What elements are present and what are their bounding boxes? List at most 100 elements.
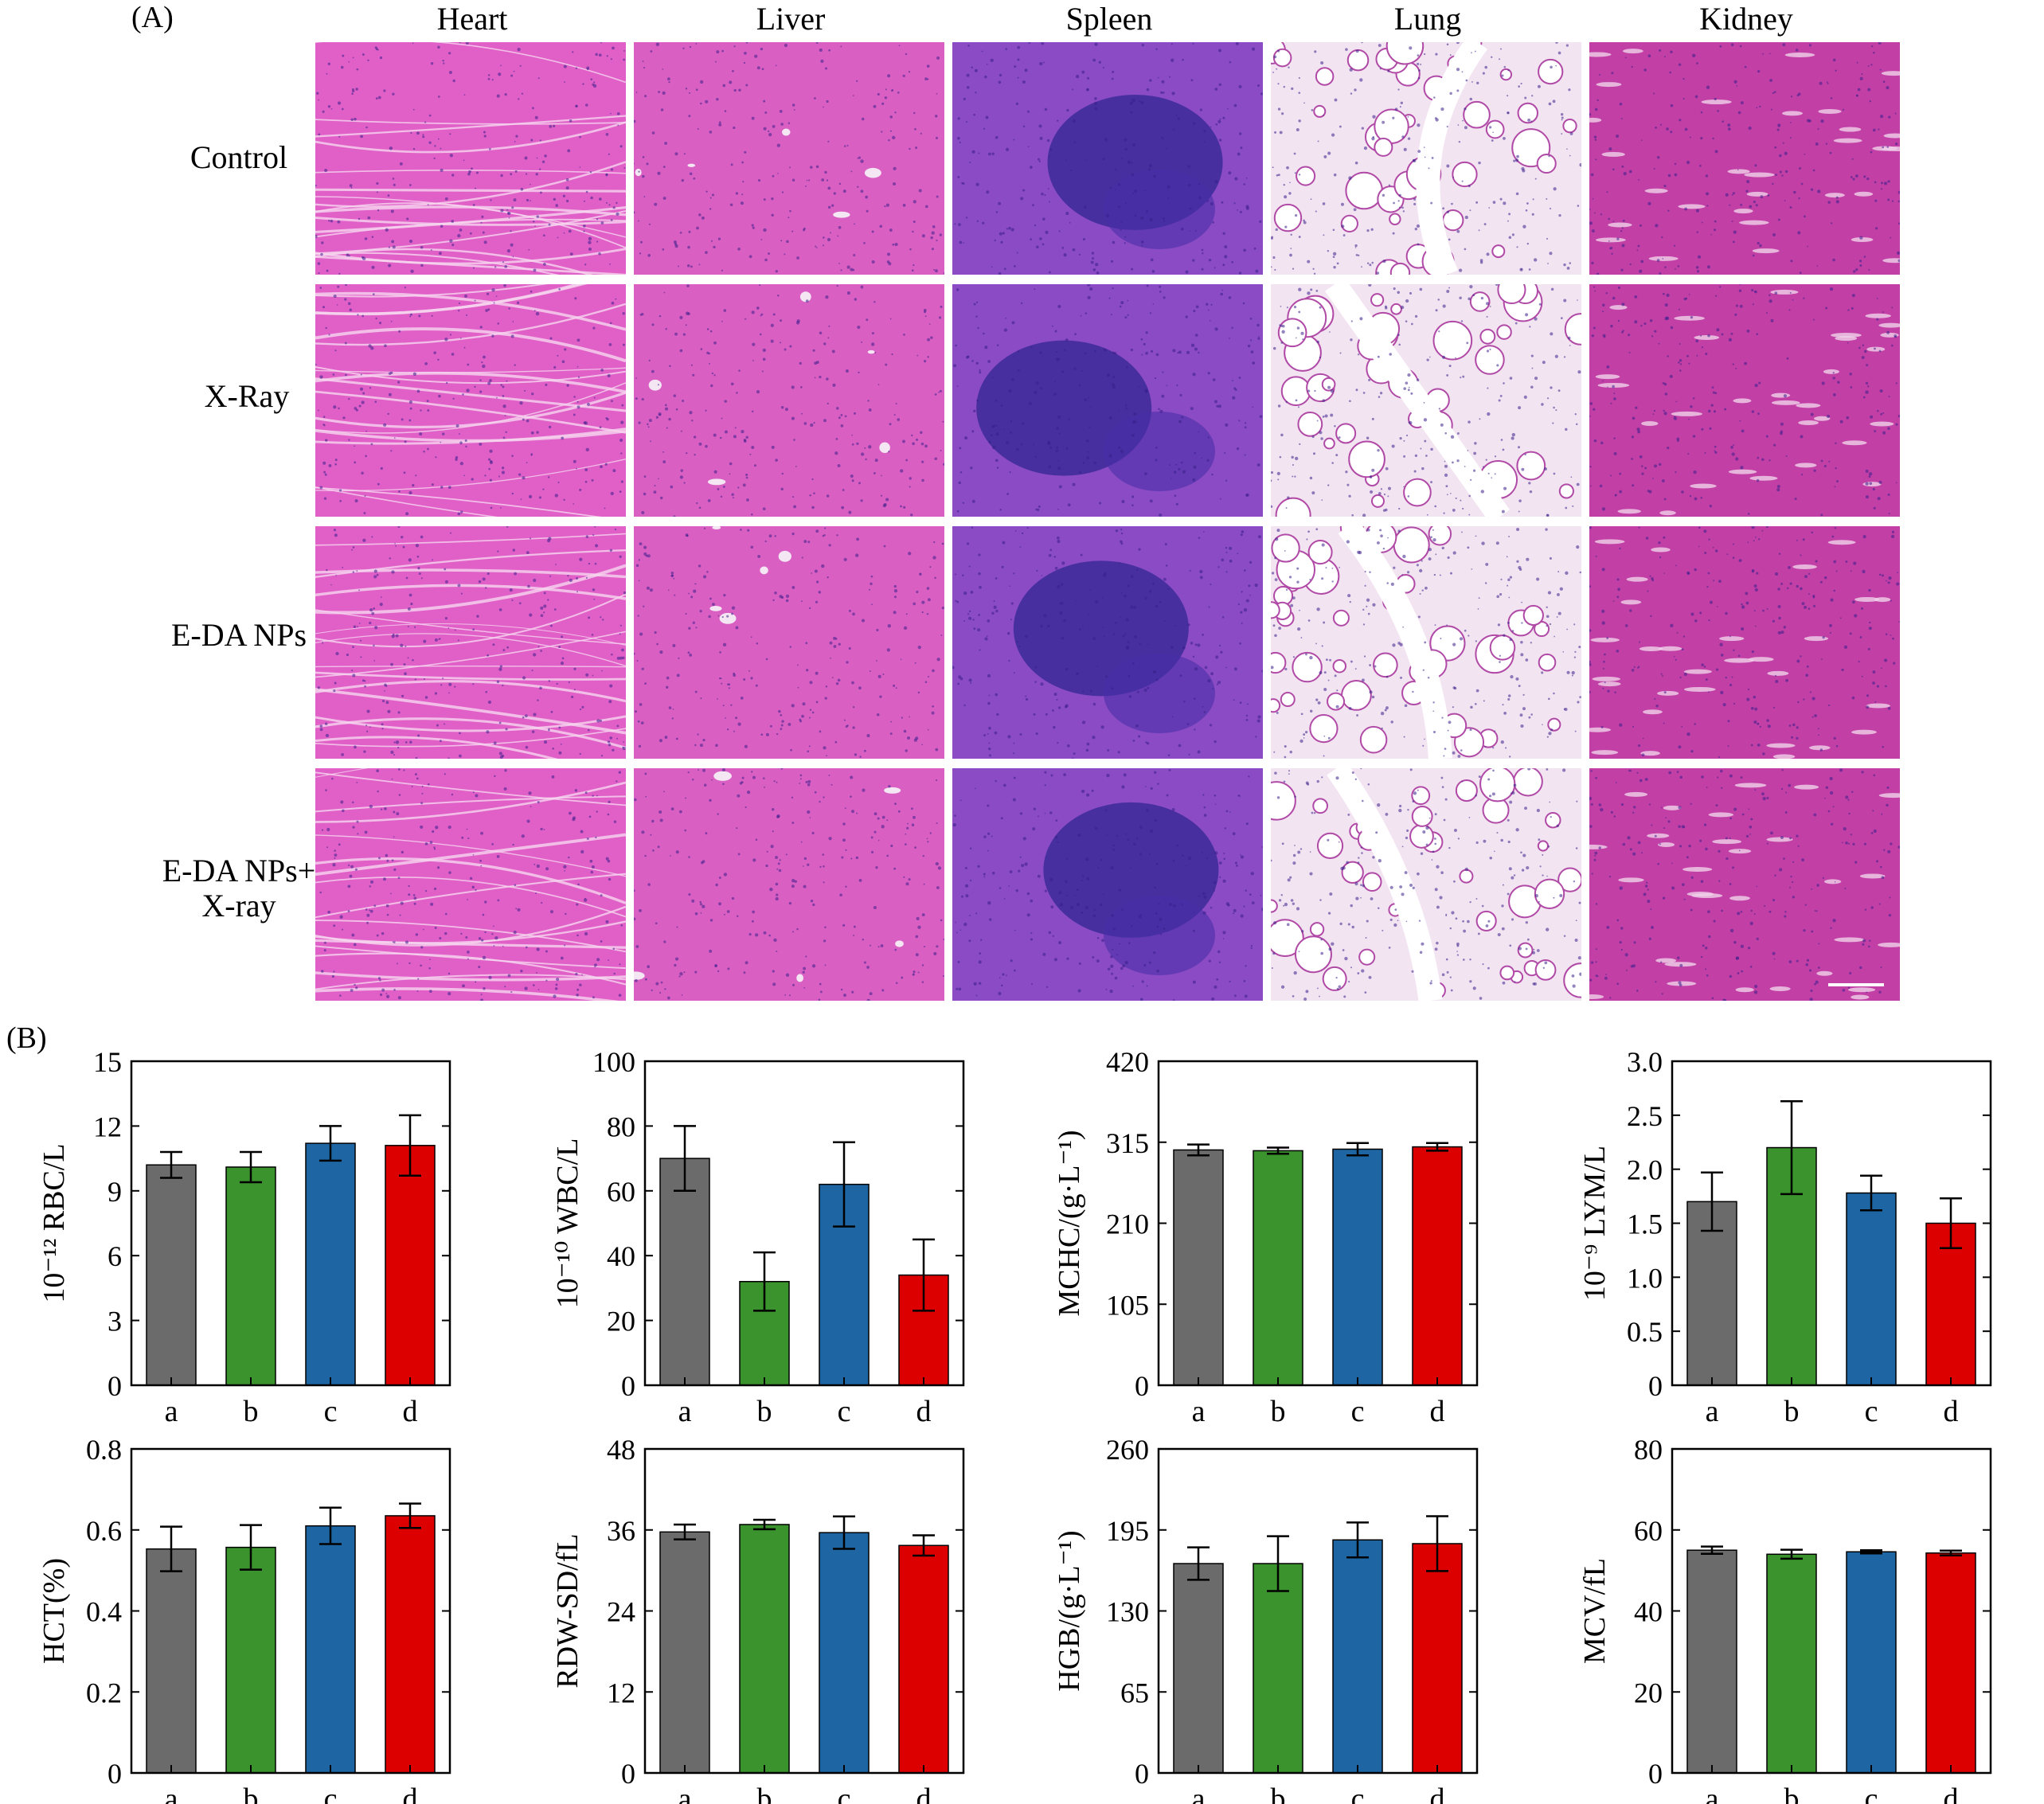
x-tick-label-a: a [165,1783,178,1804]
bar-d [1412,1146,1463,1386]
y-tick-label: 315 [1106,1127,1149,1159]
y-tick-label: 2.5 [1627,1100,1663,1132]
bar-a [1173,1149,1224,1386]
y-tick-label: 0 [621,1758,635,1790]
tile-e-da-nps-kidney [1589,526,1900,759]
x-tick-label-a: a [678,1395,692,1428]
x-tick-label-c: c [838,1395,851,1428]
plot-frame [1157,1447,1479,1775]
tile-e-da-nps-x-ray-lung [1271,768,1581,1001]
y-tick-label: 12 [93,1111,122,1142]
y-tick-label: 1.0 [1627,1262,1663,1294]
tile-control-liver [634,42,944,275]
y-tick-label: 60 [1634,1515,1663,1547]
row-heading-x-ray: X-Ray [204,378,290,414]
chart-2: 0 20 40 60 80 100 a b c d 10⁻¹⁰ WBC/L [551,1046,965,1428]
y-tick-label: 0.2 [86,1677,122,1708]
x-tick-label-b: b [757,1395,772,1428]
x-tick-label-a: a [1192,1783,1206,1804]
y-axis-label: 10⁻⁹ LYM/L [1578,1146,1612,1301]
y-tick-label: 0.5 [1627,1316,1663,1348]
tile-e-da-nps-x-ray-spleen [952,768,1263,1001]
tile-x-ray-heart [315,284,626,517]
y-tick-label: 12 [607,1677,635,1708]
x-tick-label-c: c [324,1783,338,1804]
bar-c [305,1142,356,1386]
y-tick-label: 40 [1634,1596,1663,1628]
y-tick-label: 60 [607,1176,635,1208]
column-heading-kidney: Kidney [1699,1,1793,37]
y-axis-label: MCHC/(g·L⁻¹) [1053,1130,1086,1316]
y-tick-label: 0 [1648,1758,1663,1790]
bar-a [146,1548,197,1774]
row-heading-e-da-nps: E-DA NPs [170,617,307,653]
plot-frame [643,1060,965,1387]
bar-a [1686,1549,1737,1774]
y-tick-label: 0.4 [86,1596,122,1628]
bar-d [1412,1543,1463,1774]
x-tick-label-b: b [1784,1783,1800,1804]
tile-e-da-nps-x-ray-kidney [1589,768,1900,1001]
y-axis-label: RDW-SD/fL [551,1533,584,1688]
x-tick-label-c: c [1865,1395,1878,1428]
bar-d [1925,1552,1976,1774]
bar-d [385,1515,436,1774]
x-tick-label-d: d [1430,1395,1445,1428]
y-tick-label: 6 [107,1240,122,1272]
x-tick-label-c: c [1351,1783,1365,1804]
panel-b-label: (B) [6,1021,47,1055]
y-axis-label: HCT(%) [37,1558,71,1664]
bar-c [1846,1192,1897,1386]
x-tick-label-d: d [1430,1783,1445,1804]
chart-8: 0 20 40 60 80 a b c d MCV/fL [1578,1434,1992,1804]
x-tick-label-c: c [1865,1783,1878,1804]
y-tick-label: 15 [93,1046,122,1078]
x-tick-label-b: b [1784,1395,1800,1428]
y-tick-label: 3 [107,1306,122,1337]
y-tick-label: 100 [592,1046,635,1078]
chart-6: 0 12 24 36 48 a b c d RDW-SD/fL [551,1434,965,1804]
y-tick-label: 0 [1135,1758,1149,1790]
y-tick-label: 0.6 [86,1515,122,1547]
plot-frame [643,1447,965,1775]
bar-d [1925,1222,1976,1386]
x-tick-label-a: a [1192,1395,1206,1428]
bar-b [225,1546,276,1774]
tile-control-kidney [1589,42,1900,275]
plot-frame [1157,1060,1479,1387]
plot-frame [130,1447,451,1775]
column-heading-spleen: Spleen [1065,1,1153,37]
row-heading-e-da-nps-x-ray: E-DA NPs+ X-ray [162,853,316,923]
chart-4: 0 0.5 1.0 1.5 2.0 2.5 3.0 a b c d 10⁻⁹ LYM/L [1578,1046,1992,1428]
tile-x-ray-lung [1271,284,1581,517]
y-tick-label: 80 [607,1111,635,1142]
chart-7: 0 65 130 195 260 a b c d HGB/(g·L⁻¹) [1053,1434,1479,1804]
y-tick-label: 0.8 [86,1434,122,1466]
column-heading-heart: Heart [436,1,508,37]
y-axis-label: MCV/fL [1578,1558,1612,1664]
y-tick-label: 20 [1634,1677,1663,1708]
bar-a [1686,1201,1737,1386]
x-tick-label-c: c [838,1783,851,1804]
tile-x-ray-kidney [1589,284,1900,517]
plot-frame [1671,1447,1992,1775]
bar-b [225,1166,276,1386]
y-tick-label: 24 [607,1596,635,1628]
y-tick-label: 80 [1634,1434,1663,1466]
panel-a-label: (A) [131,1,174,34]
column-heading-lung: Lung [1393,1,1462,37]
bar-c [1332,1539,1383,1774]
x-tick-label-b: b [1271,1395,1286,1428]
y-axis-label: 10⁻¹⁰ WBC/L [551,1138,584,1309]
bar-a [146,1164,197,1386]
bar-d [898,1544,949,1774]
tile-e-da-nps-heart [315,526,626,759]
y-tick-label: 130 [1106,1596,1149,1628]
y-tick-label: 195 [1106,1515,1149,1547]
y-tick-label: 9 [107,1176,122,1208]
y-tick-label: 65 [1120,1677,1149,1708]
x-tick-label-a: a [1706,1783,1719,1804]
plot-frame [130,1060,451,1387]
column-heading-liver: Liver [756,1,826,37]
